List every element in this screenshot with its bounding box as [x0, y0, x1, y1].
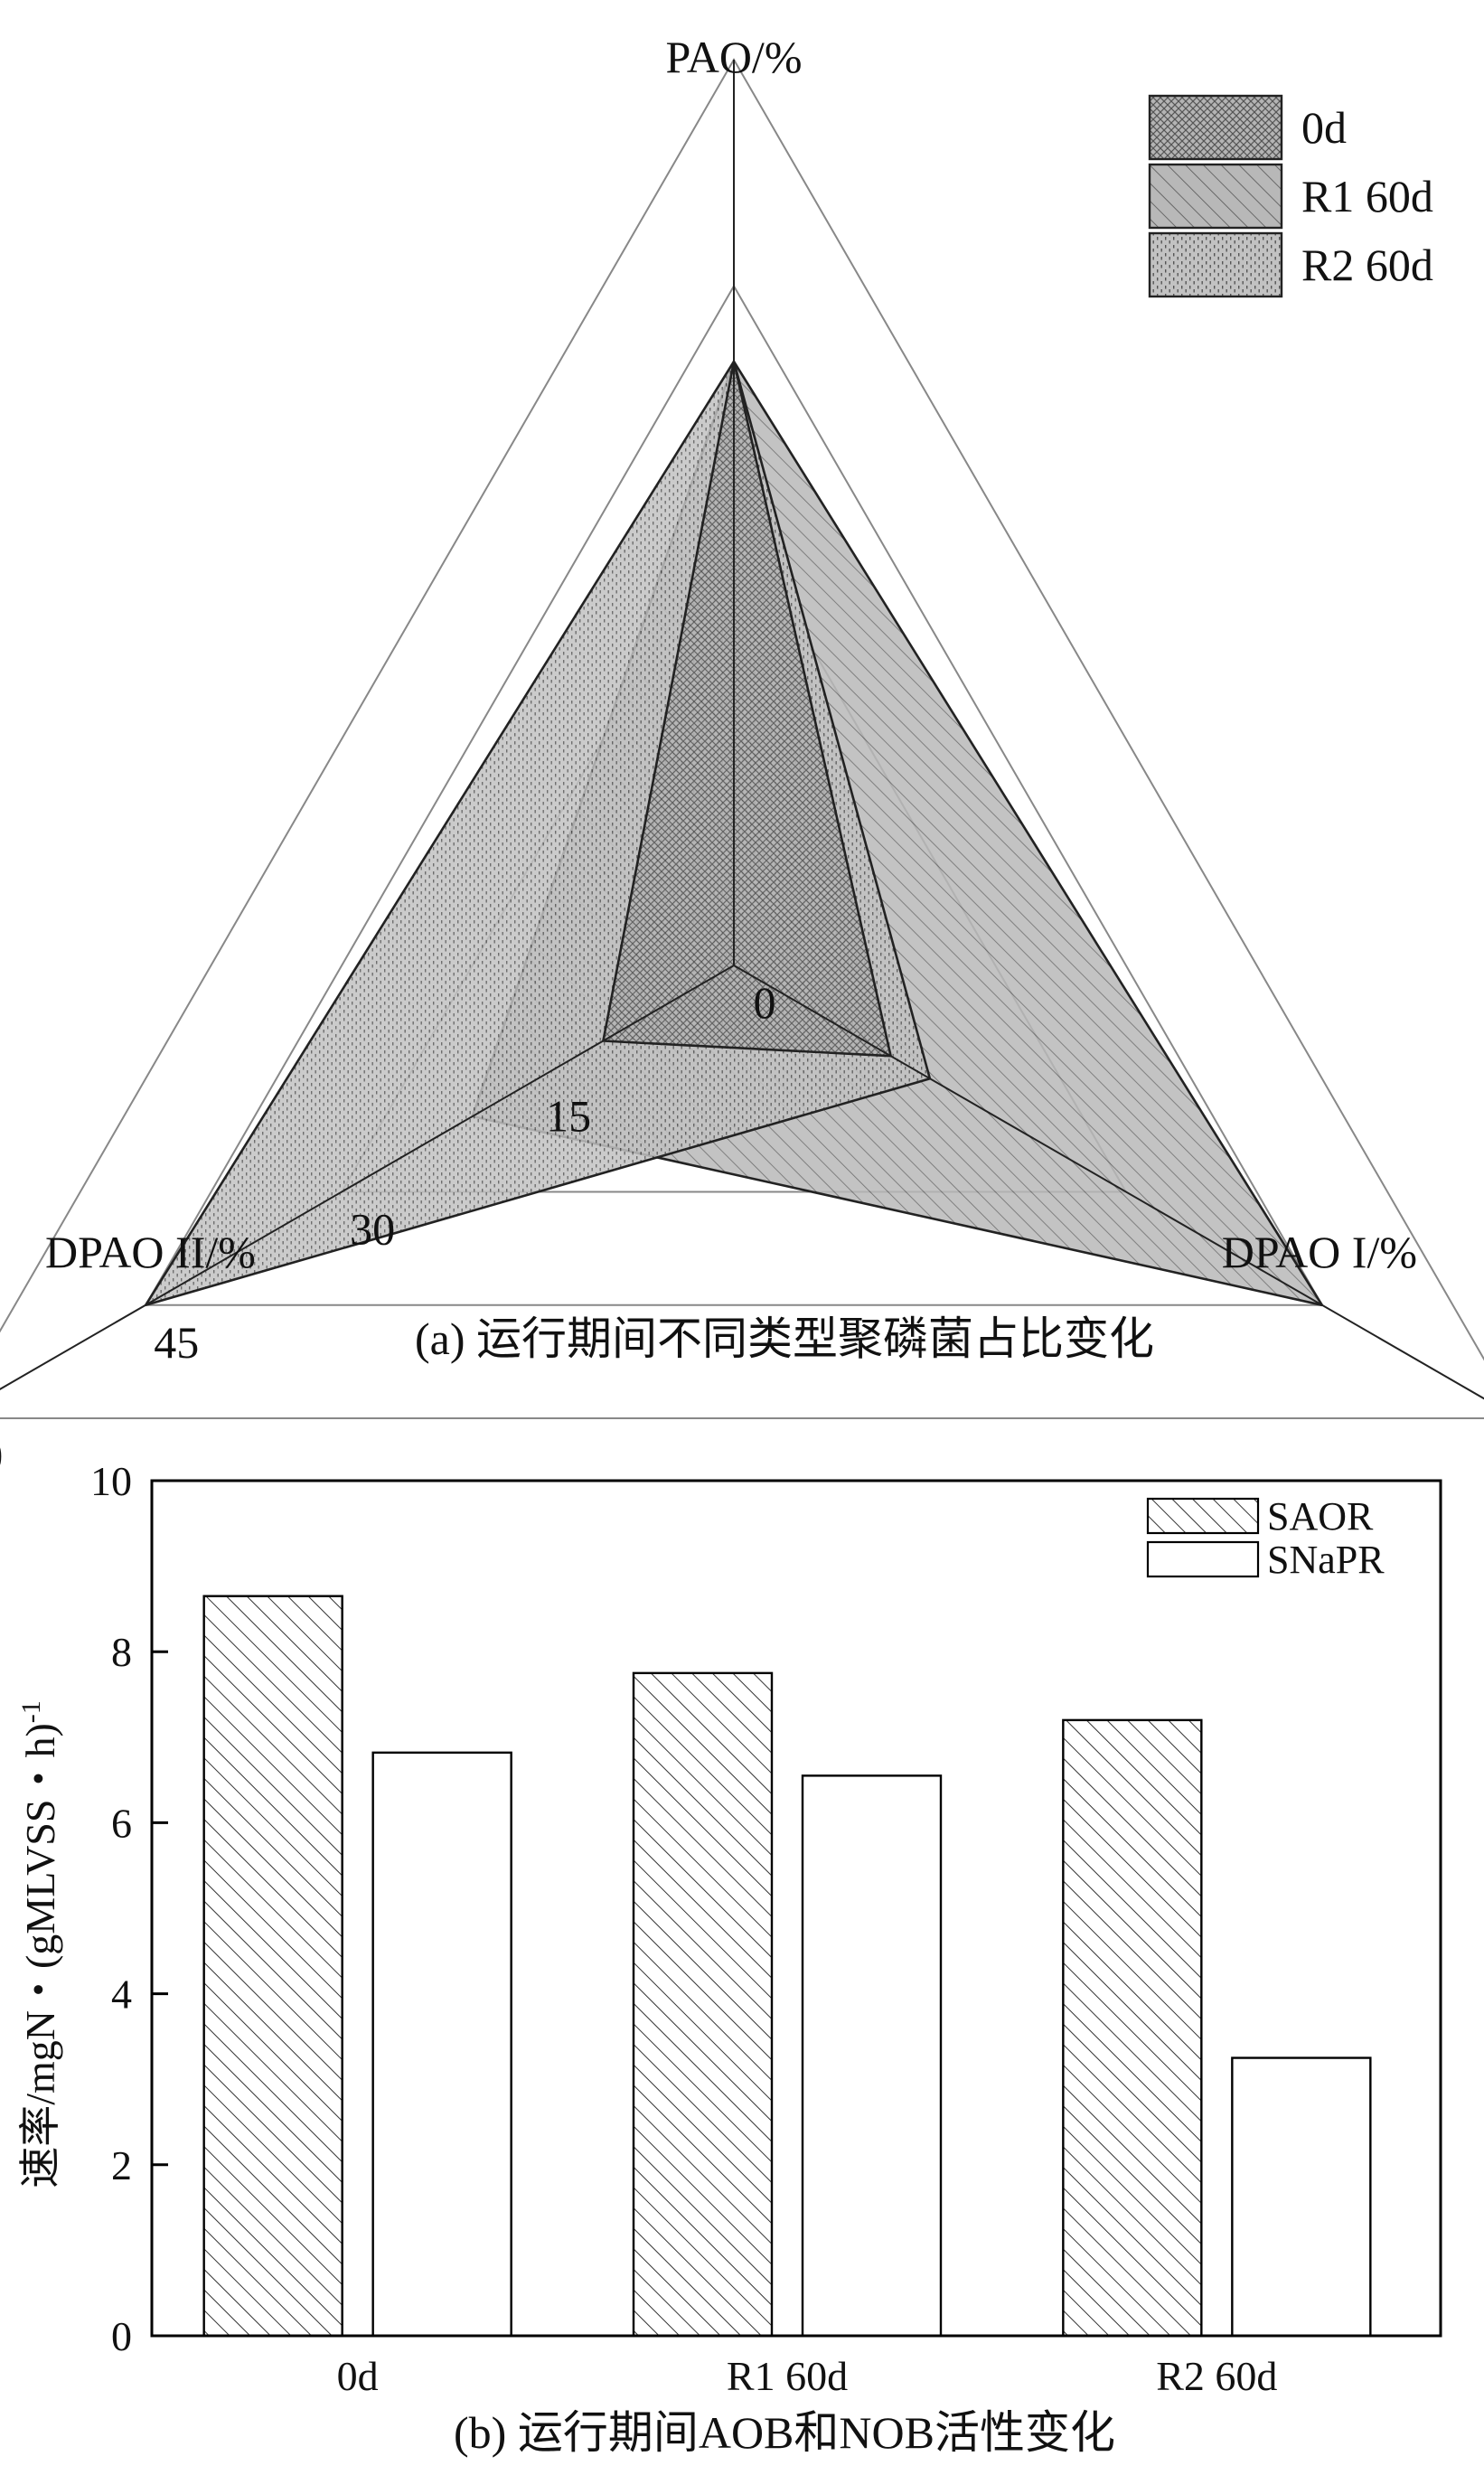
bar-snapr-r1-60d — [801, 1774, 943, 2338]
bar-title: (b) 运行期间AOB和NOB活性变化 — [454, 2407, 1115, 2458]
bar-snapr-0d — [371, 1751, 512, 2338]
radar-legend: 0d R1 60d R2 60d — [1148, 94, 1433, 298]
radar-axis-label: PAO/% — [666, 32, 803, 82]
bar-y-tick-label: 0 — [111, 2313, 132, 2359]
bar-y-axis-label: 速率/mgN・(gMLVSS・h)-1 — [16, 1700, 63, 2188]
bar-plot-frame — [150, 1479, 1442, 2338]
radar-axis-label: DPAO I/% — [1222, 1227, 1417, 1277]
bar-legend-label: SAOR — [1267, 1494, 1374, 1539]
radar-tick-label: 0 — [754, 977, 776, 1028]
bar-y-tick-label: 6 — [111, 1800, 132, 1846]
radar-spoke — [733, 965, 1484, 1400]
radar-tick-label: 45 — [154, 1317, 199, 1368]
radar-spoke — [0, 965, 735, 1390]
radar-legend-swatch — [1148, 163, 1283, 230]
bar-y-axis-label-superscript: -1 — [16, 1700, 46, 1723]
radar-legend-swatch — [1148, 231, 1283, 298]
bar-legend-swatch — [1146, 1540, 1260, 1578]
bar-x-tick-label: R1 60d — [727, 2353, 848, 2399]
radar-legend-label: R2 60d — [1301, 240, 1433, 290]
radar-series-0d — [602, 360, 892, 1058]
bar-legend-label: SNaPR — [1267, 1538, 1385, 1582]
bar-y-tick-label: 2 — [111, 2142, 132, 2188]
bar-y-axis-label-main: 速率/mgN・(gMLVSS・h) — [17, 1723, 63, 2188]
bar-x-tick-label: 0d — [337, 2353, 379, 2399]
bar-snapr-r2-60d — [1231, 2056, 1372, 2338]
radar-spokes — [0, 60, 1484, 1400]
bar-y-tick-label: 10 — [90, 1458, 132, 1504]
bar-saor-r1-60d — [632, 1671, 774, 2338]
radar-tick-label: 15 — [546, 1090, 591, 1141]
radar-tick-label: 60 — [0, 1430, 3, 1481]
bar-y-tick-label: 8 — [111, 1629, 132, 1675]
radar-axis-labels: PAO/% DPAO I/% DPAO II/% — [45, 32, 1417, 1277]
radar-chart: 0 15 30 45 60 PAO/% DPAO I/% DPAO II/% 0d R1 60… — [0, 32, 1484, 1481]
radar-legend-label: R1 60d — [1301, 171, 1433, 221]
radar-title: (a) 运行期间不同类型聚磷菌占比变化 — [415, 1313, 1154, 1364]
radar-legend-swatch — [1148, 94, 1283, 161]
bar-saor-r2-60d — [1062, 1718, 1203, 2338]
bar-y-ticks: 0 2 4 6 8 10 — [90, 1458, 168, 2359]
radar-tick-labels: 0 15 30 45 60 — [0, 977, 776, 1481]
bar-x-tick-label: R2 60d — [1156, 2353, 1277, 2399]
bar-y-tick-label: 4 — [111, 1972, 132, 2018]
radar-tick-label: 30 — [350, 1204, 395, 1255]
bar-x-ticks: 0d R1 60d R2 60d — [337, 2353, 1278, 2399]
radar-axis-label: DPAO II/% — [45, 1227, 256, 1277]
radar-legend-label: 0d — [1301, 102, 1347, 153]
radar-grid-ring — [144, 284, 1324, 1306]
bar-marks — [202, 1595, 1372, 2338]
radar-grid-ring — [0, 58, 1484, 1419]
bar-legend-swatch — [1146, 1497, 1260, 1535]
bar-saor-0d — [202, 1595, 343, 2338]
